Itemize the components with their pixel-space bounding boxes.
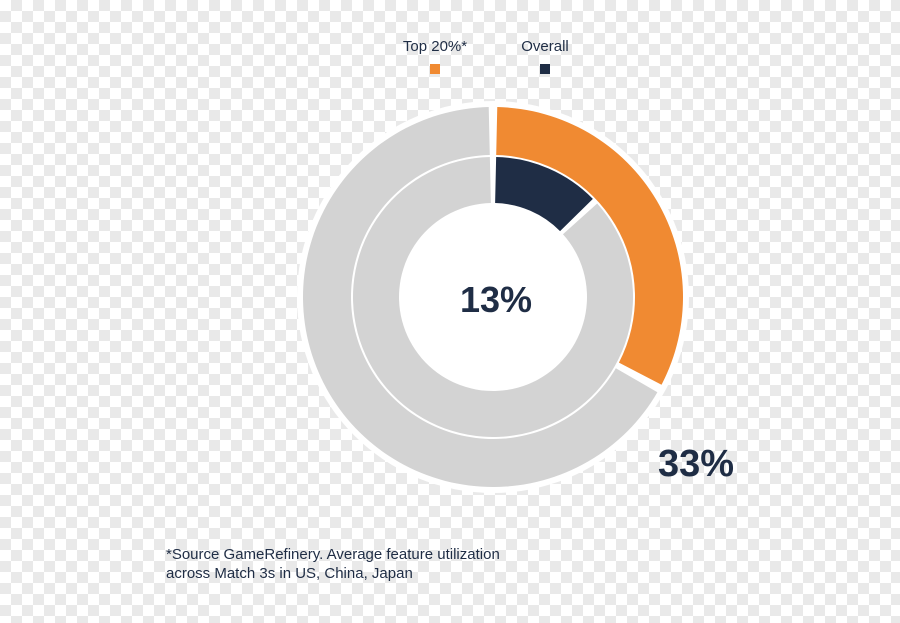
legend-item-overall: Overall (515, 38, 575, 79)
legend-item-top20: Top 20%* (400, 38, 470, 79)
data-label-top20: 33% (658, 443, 734, 485)
legend-swatch-overall (540, 64, 550, 74)
legend-label-overall: Overall (521, 38, 569, 55)
legend-label-top20: Top 20%* (402, 38, 468, 55)
donut-slice-top20 (496, 107, 683, 385)
legend-swatch-top20 (430, 64, 440, 74)
data-label-overall: 13% (460, 279, 532, 320)
donut-remainder-inner (353, 157, 633, 437)
source-footnote: *Source GameRefinery. Average feature ut… (166, 546, 500, 582)
donut-slice-overall (495, 157, 593, 232)
